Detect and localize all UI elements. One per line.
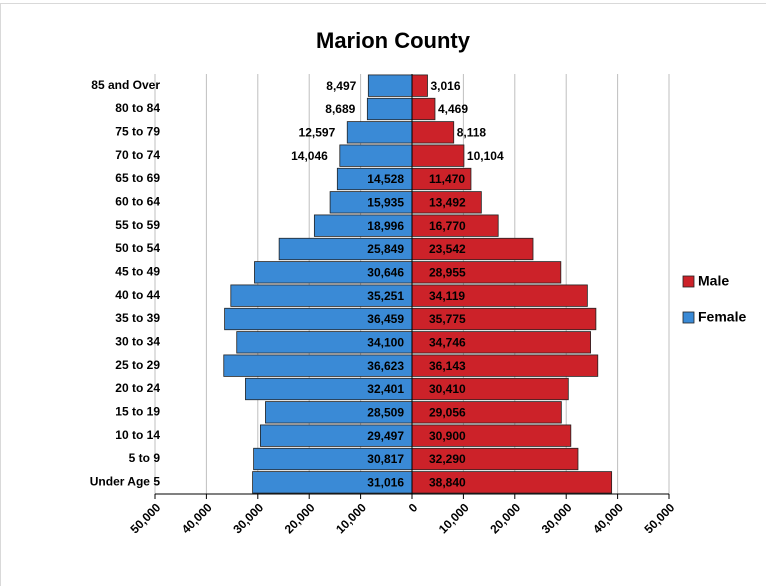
data-label: 29,056 xyxy=(429,406,466,420)
data-label: 28,955 xyxy=(429,266,466,280)
data-label: 18,996 xyxy=(367,219,404,233)
y-tick-label: 45 to 49 xyxy=(115,265,160,279)
y-tick-label: 55 to 59 xyxy=(115,218,160,232)
data-label: 8,689 xyxy=(325,102,355,116)
data-label: 35,775 xyxy=(429,312,466,326)
data-label: 30,410 xyxy=(429,382,466,396)
data-label: 14,046 xyxy=(291,149,328,163)
data-label: 3,016 xyxy=(431,79,461,93)
y-tick-label: 30 to 34 xyxy=(115,335,160,349)
x-tick-label: 30,000 xyxy=(230,500,266,536)
y-tick-label: 15 to 19 xyxy=(115,405,160,419)
data-label: 34,746 xyxy=(429,336,466,350)
x-tick-label: 30,000 xyxy=(539,500,575,536)
bar xyxy=(411,74,428,97)
data-label: 30,646 xyxy=(367,266,404,280)
y-tick-label: 80 to 84 xyxy=(115,101,160,115)
data-label: 34,100 xyxy=(367,336,404,350)
y-tick-label: 5 to 9 xyxy=(129,451,161,465)
x-tick-label: 0 xyxy=(406,500,421,515)
bar xyxy=(346,121,413,144)
x-tick-label: 20,000 xyxy=(487,500,523,536)
data-label: 30,900 xyxy=(429,429,466,443)
y-tick-label: 65 to 69 xyxy=(115,171,160,185)
data-label: 25,849 xyxy=(367,242,404,256)
bar xyxy=(367,74,413,97)
x-tick-label: 40,000 xyxy=(179,500,215,536)
x-tick-label: 20,000 xyxy=(282,500,318,536)
legend-label: Male xyxy=(698,273,729,289)
data-label: 32,401 xyxy=(367,382,404,396)
y-tick-label: 70 to 74 xyxy=(115,148,160,162)
data-label: 15,935 xyxy=(367,196,404,210)
data-label: 36,459 xyxy=(367,312,404,326)
y-tick-label: 20 to 24 xyxy=(115,381,160,395)
y-tick-label: 40 to 44 xyxy=(115,288,160,302)
y-tick-label: 60 to 64 xyxy=(115,195,160,209)
data-label: 23,542 xyxy=(429,242,466,256)
chart-title: Marion County xyxy=(316,28,471,53)
data-label: 38,840 xyxy=(429,476,466,490)
data-label: 34,119 xyxy=(429,289,465,303)
data-label: 11,470 xyxy=(429,172,465,186)
x-tick-label: 10,000 xyxy=(436,500,472,536)
x-tick-label: 50,000 xyxy=(642,500,678,536)
data-label: 31,016 xyxy=(367,476,404,490)
bar xyxy=(411,97,436,121)
bar xyxy=(366,97,413,121)
data-label: 36,143 xyxy=(429,359,466,373)
y-tick-label: Under Age 5 xyxy=(90,475,161,489)
y-tick-label: 35 to 39 xyxy=(115,311,160,325)
data-label: 28,509 xyxy=(367,406,404,420)
y-tick-label: 25 to 29 xyxy=(115,358,160,372)
data-label: 36,623 xyxy=(367,359,404,373)
x-tick-label: 50,000 xyxy=(128,500,164,536)
data-label: 32,290 xyxy=(429,452,466,466)
y-tick-label: 10 to 14 xyxy=(115,428,160,442)
data-label: 8,118 xyxy=(457,126,487,140)
data-label: 13,492 xyxy=(429,196,466,210)
y-tick-label: 85 and Over xyxy=(91,78,160,92)
data-label: 12,597 xyxy=(299,126,336,140)
chart-border xyxy=(0,3,766,586)
legend-label: Female xyxy=(698,309,746,325)
data-label: 14,528 xyxy=(367,172,404,186)
y-tick-label: 75 to 79 xyxy=(115,125,160,139)
y-tick-label: 50 to 54 xyxy=(115,241,160,255)
legend-swatch xyxy=(682,275,695,288)
x-tick-label: 40,000 xyxy=(590,500,626,536)
legend-swatch xyxy=(682,311,695,324)
data-label: 29,497 xyxy=(367,429,404,443)
data-label: 16,770 xyxy=(429,219,466,233)
data-label: 30,817 xyxy=(367,452,404,466)
data-label: 8,497 xyxy=(326,79,356,93)
bar xyxy=(411,121,455,144)
bar xyxy=(339,144,413,167)
x-tick-label: 10,000 xyxy=(333,500,369,536)
data-label: 10,104 xyxy=(467,149,504,163)
bar xyxy=(411,144,465,167)
data-label: 4,469 xyxy=(438,102,468,116)
data-label: 35,251 xyxy=(367,289,404,303)
